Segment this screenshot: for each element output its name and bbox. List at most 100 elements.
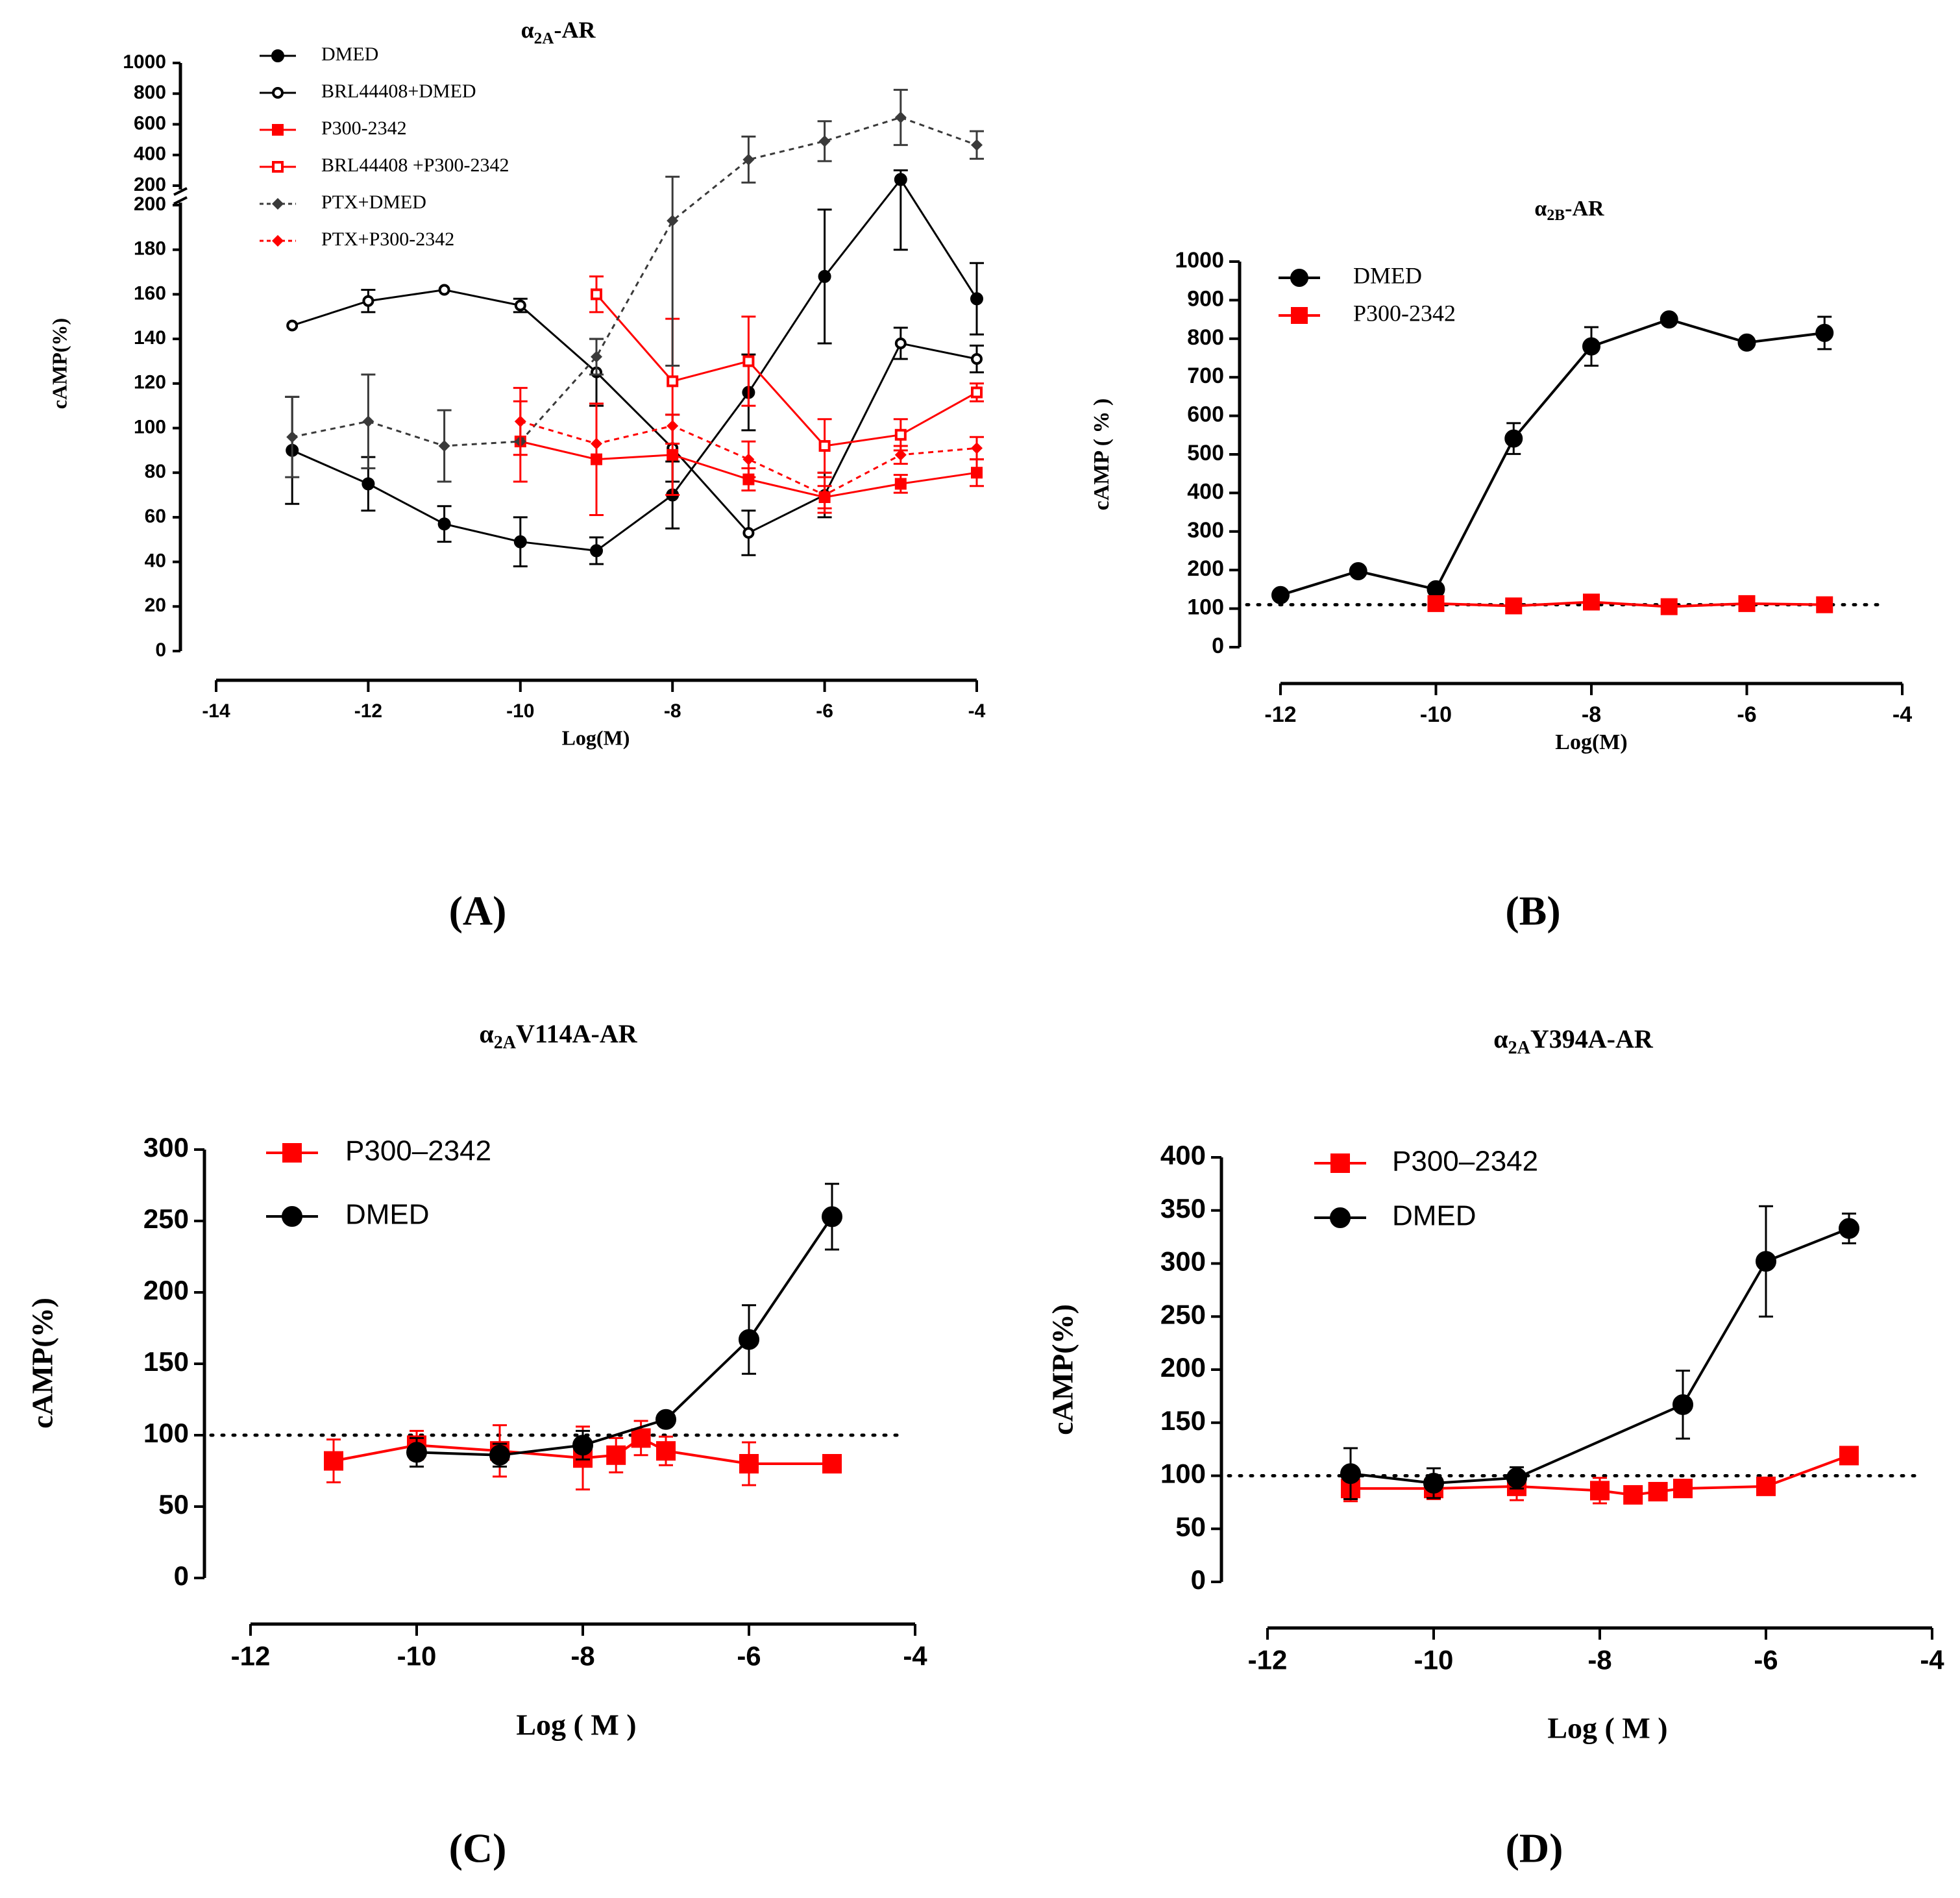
x-tick-label: -4 [1893, 702, 1912, 727]
data-point [606, 1445, 626, 1465]
data-point [818, 439, 831, 452]
legend-marker [1330, 1153, 1350, 1173]
x-tick-label: -8 [570, 1641, 594, 1671]
series-dmed [1340, 1205, 1859, 1500]
y-tick-label: 60 [145, 506, 166, 527]
legend-label: DMED [1353, 262, 1422, 288]
series-line [1436, 600, 1825, 608]
data-point [1423, 1472, 1444, 1494]
data-point [742, 355, 755, 367]
y-axis-label: cAMP(%) [1046, 1304, 1079, 1435]
data-point [1648, 1482, 1668, 1502]
data-point [894, 428, 907, 441]
data-point [818, 269, 831, 283]
axis-break-mark [173, 196, 188, 205]
data-point [971, 353, 983, 365]
y-tick-label: 20 [145, 595, 166, 616]
data-point [514, 415, 526, 428]
x-tick-label: -10 [1420, 702, 1452, 727]
data-point [513, 535, 527, 548]
y-tick-label: 250 [143, 1203, 189, 1234]
data-point [656, 1441, 676, 1461]
series-dmed [1271, 310, 1834, 604]
y-axis-label: cAMP ( % ) [1090, 399, 1114, 511]
x-tick-label: -6 [816, 700, 833, 722]
series-ptx-dmed [285, 88, 984, 483]
data-point [572, 1435, 593, 1456]
data-point [971, 386, 983, 399]
y-tick-label: 300 [143, 1132, 189, 1163]
y-tick-label: 150 [1160, 1405, 1206, 1436]
data-point [970, 292, 983, 306]
y-tick-label: 0 [174, 1560, 189, 1591]
data-point [1427, 595, 1445, 612]
legend-label: P300-2342 [1353, 300, 1456, 326]
legend: P300–2342 DMED [1314, 1146, 1538, 1232]
y-tick-label: 350 [1160, 1193, 1206, 1224]
y-tick-label: 600 [1187, 402, 1224, 427]
data-point [406, 1442, 427, 1463]
panel-label-b: (B) [1505, 888, 1560, 934]
y-tick-label: 50 [1175, 1511, 1206, 1542]
data-point [1583, 593, 1600, 611]
data-point [1623, 1485, 1643, 1505]
x-tick-label: -12 [231, 1641, 271, 1671]
data-point [894, 449, 907, 461]
y-tick-label: 200 [134, 174, 166, 195]
series-line [291, 177, 978, 552]
y-tick-label: 800 [134, 82, 166, 103]
x-tick-label: -4 [903, 1641, 927, 1671]
y-tick-label: 80 [145, 461, 166, 482]
legend-label: PTX+P300-2342 [321, 228, 454, 250]
x-tick-label: -10 [1414, 1645, 1454, 1675]
panel-label-c: (C) [449, 1825, 507, 1871]
legend-marker [1291, 307, 1308, 324]
legend-marker [1290, 269, 1308, 287]
data-point [437, 517, 451, 531]
legend-label: P300–2342 [345, 1135, 491, 1167]
y-tick-label: 300 [1160, 1246, 1206, 1277]
data-point [1590, 1481, 1610, 1501]
x-axis-label: Log(M) [562, 726, 630, 749]
legend: P300–2342 DMED [266, 1135, 491, 1231]
y-tick-label: 100 [1160, 1459, 1206, 1489]
data-point [286, 431, 299, 443]
data-point [739, 1454, 759, 1473]
data-point [1839, 1446, 1859, 1466]
data-point [438, 439, 450, 452]
legend-marker [1330, 1207, 1351, 1228]
y-tick-label: 400 [1187, 479, 1224, 504]
data-point [971, 139, 983, 151]
y-tick-label: 40 [145, 550, 166, 572]
x-axis-label: Log ( M ) [516, 1708, 636, 1742]
legend-marker [271, 49, 284, 62]
legend: DMED P300-2342 [1279, 262, 1456, 326]
data-point [971, 442, 983, 454]
legend-marker [282, 1143, 302, 1163]
y-tick-label: 1000 [1175, 248, 1224, 273]
y-axis-label: cAMP(%) [47, 318, 71, 409]
chart-title-c: α2AV114A-AR [479, 1019, 637, 1053]
data-point [1815, 323, 1834, 342]
data-point [1839, 1218, 1859, 1239]
legend-marker [272, 198, 284, 210]
legend-marker [272, 87, 284, 99]
data-point [1340, 1463, 1361, 1485]
data-point [822, 1206, 842, 1227]
data-point [1737, 333, 1756, 352]
y-tick-label: 900 [1187, 286, 1224, 311]
data-point [286, 319, 299, 332]
data-point [894, 337, 907, 349]
legend-label: P300–2342 [1392, 1146, 1538, 1177]
x-tick-label: -12 [1248, 1645, 1288, 1675]
x-tick-label: -4 [1920, 1645, 1944, 1675]
data-point [1271, 585, 1290, 604]
series-p300-2342 [1427, 593, 1833, 615]
y-tick-label: 180 [134, 238, 166, 260]
y-tick-label: 0 [155, 639, 166, 661]
x-tick-label: -12 [1264, 702, 1296, 727]
data-point [1756, 1251, 1776, 1272]
data-point [818, 135, 831, 147]
data-point [1506, 1467, 1527, 1488]
legend-marker [272, 161, 284, 173]
